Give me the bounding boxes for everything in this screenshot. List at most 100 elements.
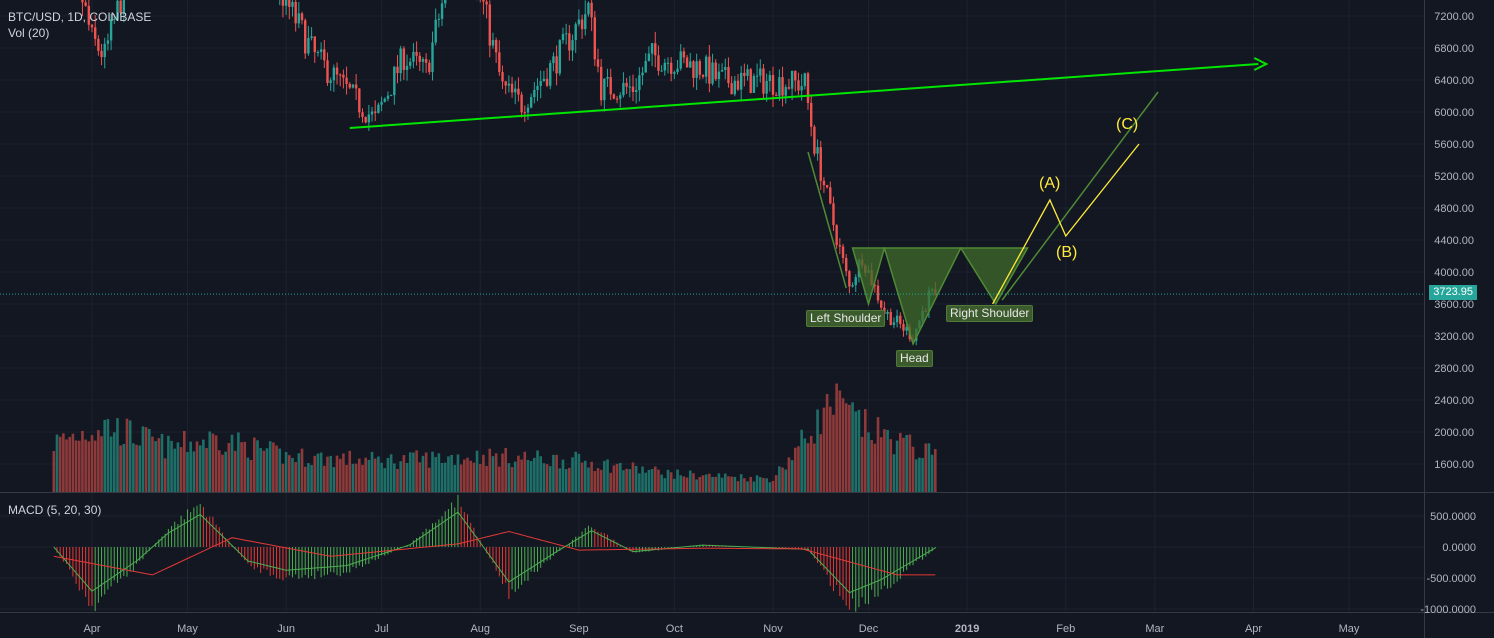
volume-bar xyxy=(628,469,632,492)
volume-bar xyxy=(778,466,781,492)
candle-body xyxy=(345,77,348,84)
candle-body xyxy=(415,51,418,56)
candle-body xyxy=(634,90,638,92)
volume-bar xyxy=(634,465,638,492)
candle-body xyxy=(533,89,536,98)
volume-bar xyxy=(84,439,87,492)
candle-body xyxy=(568,33,571,51)
time-axis-label: Sep xyxy=(569,623,589,635)
volume-legend[interactable]: Vol (20) xyxy=(8,26,50,40)
volume-bar xyxy=(771,480,775,492)
volume-bar xyxy=(673,478,676,492)
volume-bar xyxy=(666,469,670,492)
macd-axis-label: 0.0000 xyxy=(1442,542,1476,554)
volume-bar xyxy=(74,440,78,492)
volume-bar xyxy=(373,458,377,492)
volume-bar xyxy=(723,473,727,492)
price-axis-label: 5200.00 xyxy=(1434,171,1474,183)
volume-bar xyxy=(876,417,880,492)
wave-label-c[interactable]: (C) xyxy=(1116,116,1139,133)
volume-bar xyxy=(437,453,441,492)
candle-body xyxy=(501,71,504,82)
volume-bar xyxy=(867,432,870,492)
volume-bar xyxy=(711,476,714,492)
volume-bar xyxy=(224,451,227,492)
volume-bar xyxy=(389,454,393,492)
annotation-right-shoulder[interactable]: Right Shoulder xyxy=(946,305,1034,322)
volume-bar xyxy=(494,453,498,492)
volume-bar xyxy=(58,436,62,492)
candle-body xyxy=(657,55,660,71)
macd-axis-label: -500.0000 xyxy=(1426,573,1476,585)
candle-body xyxy=(119,0,122,13)
volume-bar xyxy=(577,453,581,492)
candle-body xyxy=(787,87,791,89)
volume-bar xyxy=(246,457,250,492)
volume-bar xyxy=(122,444,126,492)
candle-body xyxy=(482,0,485,2)
volume-bar xyxy=(303,466,307,492)
candle-body xyxy=(800,86,803,91)
candle-body xyxy=(421,59,425,62)
volume-bar xyxy=(182,430,186,492)
candle-body xyxy=(663,62,667,71)
volume-bar xyxy=(736,481,740,492)
volume-bar xyxy=(147,428,151,492)
candle-body xyxy=(380,101,383,105)
candle-body xyxy=(813,126,816,154)
volume-bar xyxy=(408,452,412,492)
price-axis-label: 6400.00 xyxy=(1434,75,1474,87)
volume-bar xyxy=(393,463,396,492)
candle-body xyxy=(905,327,908,331)
volume-bar xyxy=(504,447,507,492)
candle-body xyxy=(488,4,491,46)
macd-legend[interactable]: MACD (5, 20, 30) xyxy=(8,503,102,517)
price-axis-label: 2400.00 xyxy=(1434,395,1474,407)
wave-label-a[interactable]: (A) xyxy=(1039,175,1061,192)
volume-bar xyxy=(749,476,753,492)
candle-body xyxy=(577,19,581,25)
candle-body xyxy=(348,83,351,88)
candle-body xyxy=(561,34,565,41)
candle-body xyxy=(599,66,603,101)
candle-body xyxy=(708,56,711,84)
volume-bar xyxy=(195,441,199,492)
volume-bar xyxy=(529,461,533,492)
volume-bar xyxy=(189,441,192,492)
volume-bar xyxy=(870,440,873,492)
candle-body xyxy=(781,77,784,96)
candle-body xyxy=(97,38,100,51)
volume-bar xyxy=(256,440,259,492)
volume-bar xyxy=(587,467,590,492)
annotation-head[interactable]: Head xyxy=(896,350,933,367)
time-axis-label: Apr xyxy=(1245,623,1262,635)
candle-body xyxy=(771,75,775,95)
volume-bar xyxy=(348,450,352,492)
candle-body xyxy=(889,311,892,326)
annotation-left-shoulder[interactable]: Left Shoulder xyxy=(806,310,886,327)
volume-bar xyxy=(211,433,215,492)
volume-bar xyxy=(704,474,708,492)
symbol-legend[interactable]: BTC/USD, 1D, COINBASE xyxy=(8,10,152,24)
candle-body xyxy=(440,3,444,19)
volume-bar xyxy=(354,463,358,492)
volume-bar xyxy=(657,469,660,492)
candle-body xyxy=(606,76,609,79)
candle-body xyxy=(351,84,355,88)
volume-bar xyxy=(898,432,902,492)
candle-body xyxy=(749,69,752,93)
volume-bar xyxy=(558,468,562,492)
volume-bar xyxy=(278,448,282,492)
volume-bar xyxy=(418,462,422,492)
volume-bar xyxy=(268,441,272,492)
price-axis-label: 2800.00 xyxy=(1434,363,1474,375)
volume-bar xyxy=(167,435,170,492)
volume-bar xyxy=(688,470,692,492)
candle-body xyxy=(714,62,717,80)
volume-bar xyxy=(109,436,113,492)
volume-bar xyxy=(848,404,851,492)
volume-bar xyxy=(459,464,463,492)
wave-label-b[interactable]: (B) xyxy=(1056,244,1078,261)
